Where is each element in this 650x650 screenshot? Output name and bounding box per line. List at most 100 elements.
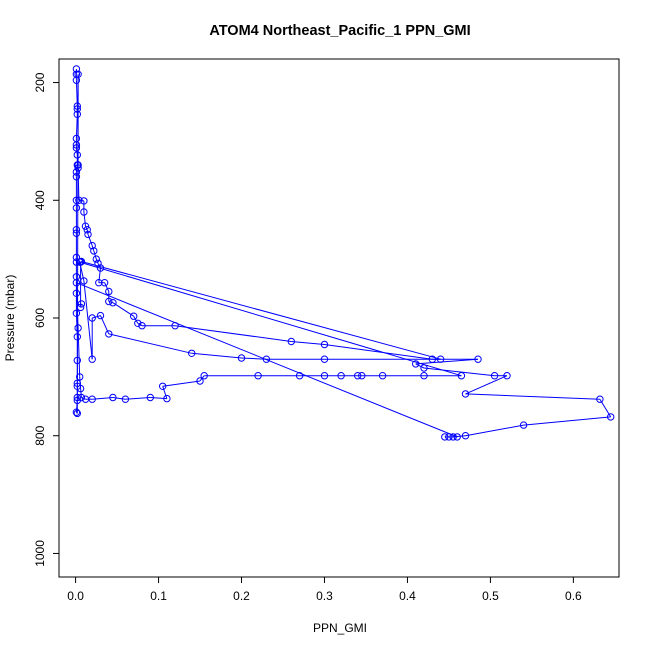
data-point bbox=[596, 395, 604, 403]
series-line-segment bbox=[291, 341, 325, 345]
data-point bbox=[121, 395, 130, 403]
series-line-segment bbox=[83, 280, 93, 360]
data-point bbox=[95, 279, 103, 287]
data-point bbox=[436, 355, 445, 363]
plot-points bbox=[72, 65, 615, 441]
series-line-segment bbox=[87, 234, 93, 246]
data-point bbox=[73, 393, 82, 402]
series-line-segment bbox=[112, 397, 126, 400]
data-point bbox=[72, 168, 81, 176]
series-line-segment bbox=[133, 315, 139, 324]
x-tick-label: 0.1 bbox=[150, 589, 167, 603]
data-point bbox=[320, 340, 329, 349]
data-point bbox=[420, 364, 428, 372]
x-tick-label: 0.4 bbox=[399, 589, 416, 603]
data-point bbox=[337, 372, 345, 380]
data-point bbox=[490, 372, 499, 380]
series-line-segment bbox=[80, 388, 82, 398]
data-point bbox=[428, 355, 436, 363]
data-point bbox=[320, 372, 329, 380]
series-line-segment bbox=[93, 250, 97, 260]
data-point bbox=[83, 226, 91, 234]
y-tick-label: 1000 bbox=[33, 540, 47, 567]
x-tick-label: 0.2 bbox=[233, 589, 250, 603]
data-point bbox=[80, 277, 88, 285]
data-point bbox=[73, 105, 82, 113]
series-line-segment bbox=[76, 282, 458, 438]
series-line-segment bbox=[465, 393, 600, 400]
series-line-segment bbox=[77, 327, 81, 377]
data-point bbox=[412, 360, 420, 368]
data-point bbox=[73, 409, 82, 418]
data-point bbox=[80, 197, 88, 205]
plot-lines bbox=[75, 69, 612, 438]
series-line-segment bbox=[108, 333, 192, 354]
data-point bbox=[453, 433, 461, 441]
x-tick-label: 0.0 bbox=[67, 589, 84, 603]
series-line-segment bbox=[77, 167, 80, 201]
data-point bbox=[72, 229, 81, 237]
data-point bbox=[420, 372, 428, 380]
series-line-segment bbox=[98, 267, 101, 283]
data-point bbox=[105, 297, 113, 306]
data-point bbox=[72, 173, 81, 181]
series-line-segment bbox=[465, 375, 508, 395]
data-point bbox=[237, 354, 246, 362]
data-point bbox=[441, 433, 449, 441]
series-line-segment bbox=[112, 302, 134, 317]
data-point bbox=[171, 322, 179, 330]
data-point bbox=[84, 230, 92, 239]
data-point bbox=[88, 395, 96, 403]
data-point bbox=[77, 393, 86, 402]
data-point bbox=[358, 372, 366, 380]
series-line-segment bbox=[523, 416, 611, 426]
data-point bbox=[188, 349, 196, 357]
x-tick-label: 0.5 bbox=[482, 589, 499, 603]
data-point bbox=[74, 161, 82, 169]
data-point bbox=[73, 333, 82, 341]
data-point bbox=[72, 309, 81, 317]
series-line-segment bbox=[423, 367, 495, 377]
data-point bbox=[96, 264, 105, 272]
data-point bbox=[457, 372, 466, 380]
data-point bbox=[254, 372, 262, 380]
data-point bbox=[449, 433, 457, 441]
data-point bbox=[134, 319, 142, 327]
data-point bbox=[76, 303, 85, 312]
data-point bbox=[74, 164, 82, 172]
data-point bbox=[72, 226, 81, 234]
data-point bbox=[92, 255, 101, 263]
data-point bbox=[200, 372, 208, 380]
data-point bbox=[80, 208, 88, 216]
data-point bbox=[77, 257, 86, 266]
data-point bbox=[295, 372, 304, 380]
data-point bbox=[76, 373, 84, 381]
data-point bbox=[474, 355, 482, 363]
data-point bbox=[73, 379, 82, 387]
data-point bbox=[75, 196, 83, 205]
data-point bbox=[74, 70, 82, 79]
data-point bbox=[196, 377, 204, 385]
y-axis-label: Pressure (mbar) bbox=[3, 275, 17, 362]
x-tick-label: 0.6 bbox=[565, 589, 582, 603]
series-line-segment bbox=[324, 344, 433, 360]
data-point bbox=[72, 204, 81, 212]
series-line-segment bbox=[415, 363, 425, 369]
data-point bbox=[73, 151, 82, 159]
data-point bbox=[130, 312, 138, 320]
data-point bbox=[163, 394, 171, 403]
series-line-segment bbox=[191, 352, 242, 359]
x-axis-label: PPN_GMI bbox=[313, 621, 367, 635]
data-point bbox=[105, 287, 113, 296]
data-point bbox=[105, 330, 113, 338]
data-point bbox=[73, 356, 82, 365]
series-line-segment bbox=[75, 80, 78, 107]
series-line-segment bbox=[175, 325, 292, 342]
data-point bbox=[76, 384, 85, 393]
data-point bbox=[72, 289, 81, 297]
series-line-segment bbox=[241, 357, 267, 360]
series-line-segment bbox=[75, 114, 78, 139]
data-point bbox=[461, 390, 470, 398]
data-point bbox=[607, 413, 615, 421]
